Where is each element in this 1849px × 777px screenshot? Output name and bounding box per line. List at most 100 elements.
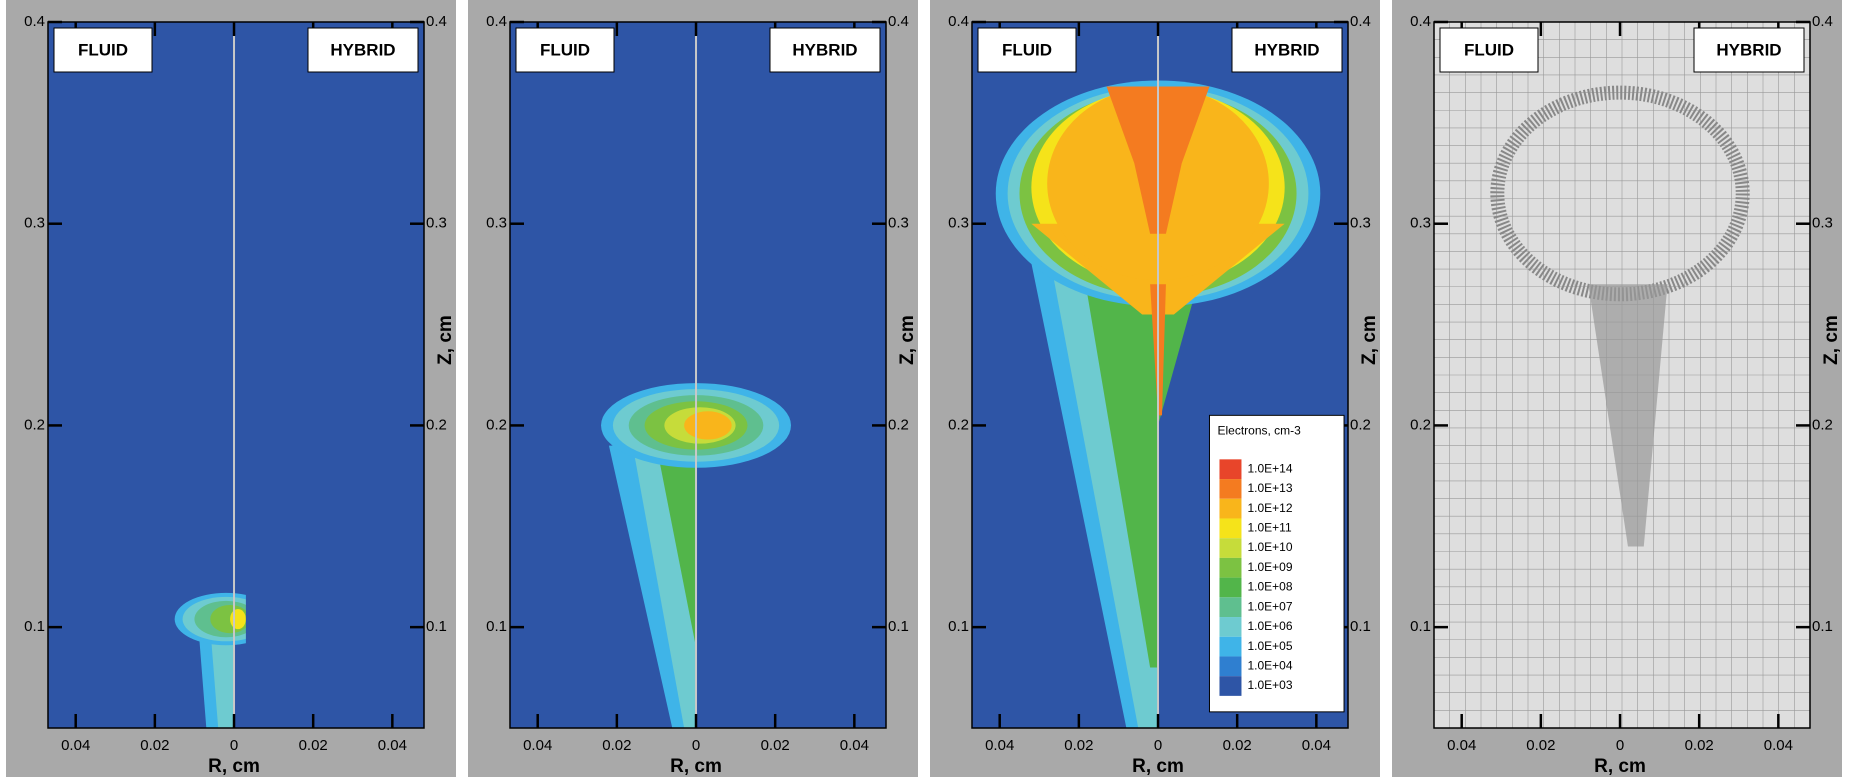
legend-swatch	[1219, 577, 1242, 598]
y-axis-label: Z, cm	[435, 315, 456, 365]
plot-border	[47, 21, 425, 729]
y-tick-label: 0.3	[24, 215, 45, 232]
label-box	[1231, 27, 1343, 73]
side-label: HYBRID	[792, 40, 857, 59]
side-label: HYBRID	[330, 40, 395, 59]
y-tick-label: 0.2	[1812, 416, 1833, 433]
label-box	[1693, 27, 1805, 73]
x-axis-label: R, cm	[1594, 756, 1646, 777]
legend-label: 1.0E+09	[1247, 560, 1292, 574]
contour-region	[656, 445, 697, 648]
x-tick-label: 0.04	[840, 737, 869, 754]
legend-label: 1.0E+07	[1247, 599, 1292, 613]
y-axis-label: Z, cm	[897, 315, 918, 365]
legend-label: 1.0E+10	[1247, 540, 1292, 554]
legend-label: 1.0E+13	[1247, 481, 1292, 495]
y-tick-label: 0.1	[24, 618, 45, 635]
legend-label: 1.0E+04	[1247, 658, 1292, 672]
x-tick-label: 0	[1154, 737, 1162, 754]
x-tick-label: 0.02	[1685, 737, 1714, 754]
label-box	[769, 27, 881, 73]
legend-label: 1.0E+03	[1247, 678, 1292, 692]
x-axis-label: R, cm	[670, 756, 722, 777]
legend-swatch	[1219, 656, 1242, 677]
y-tick-label: 0.3	[486, 215, 507, 232]
legend-label: 1.0E+05	[1247, 639, 1292, 653]
side-label: FLUID	[1002, 40, 1052, 59]
legend-swatch	[1219, 538, 1242, 558]
mesh-refinement	[1588, 284, 1668, 547]
side-label: HYBRID	[1716, 40, 1781, 59]
legend-swatch	[1219, 617, 1242, 637]
label-box	[977, 27, 1077, 73]
x-tick-label: 0.04	[1764, 737, 1793, 754]
legend-label: 1.0E+12	[1247, 501, 1292, 515]
x-tick-label: 0	[230, 737, 238, 754]
x-tick-label: 0.02	[140, 737, 169, 754]
y-tick-label: 0.4	[24, 13, 45, 30]
legend-label: 1.0E+11	[1247, 520, 1291, 534]
y-tick-label: 0.3	[1812, 215, 1833, 232]
legend-swatch	[1219, 498, 1242, 519]
label-box	[307, 27, 419, 73]
y-tick-label: 0.2	[1410, 416, 1431, 433]
plot-border	[971, 21, 1349, 729]
y-tick-label: 0.1	[948, 618, 969, 635]
y-tick-label: 0.2	[1350, 416, 1371, 433]
x-tick-label: 0.04	[1447, 737, 1476, 754]
legend-title: Electrons, cm-3	[1217, 424, 1301, 438]
y-tick-label: 0.1	[426, 618, 447, 635]
contour-region	[210, 627, 235, 728]
y-tick-label: 0.4	[426, 13, 447, 30]
label-box	[53, 27, 153, 73]
x-tick-label: 0.02	[761, 737, 790, 754]
legend-swatch	[1219, 597, 1242, 618]
x-axis-label: R, cm	[1132, 756, 1184, 777]
plot-border	[509, 21, 887, 729]
contour-region	[684, 411, 732, 440]
y-tick-label: 0.4	[888, 13, 909, 30]
y-tick-label: 0.2	[948, 416, 969, 433]
y-tick-label: 0.1	[1350, 618, 1371, 635]
side-label: FLUID	[78, 40, 128, 59]
side-label: HYBRID	[1254, 40, 1319, 59]
y-tick-label: 0.3	[888, 215, 909, 232]
legend-swatch	[1219, 479, 1242, 499]
plot-area	[510, 22, 886, 728]
label-box	[1439, 27, 1539, 73]
legend-swatch	[1219, 518, 1242, 539]
background-mask	[245, 22, 424, 728]
y-tick-label: 0.3	[948, 215, 969, 232]
legend-swatch	[1219, 636, 1242, 657]
y-tick-label: 0.3	[1410, 215, 1431, 232]
x-tick-label: 0	[692, 737, 700, 754]
y-tick-label: 0.1	[1410, 618, 1431, 635]
x-axis-label: R, cm	[208, 756, 260, 777]
y-axis-label: Z, cm	[1359, 315, 1380, 365]
x-tick-label: 0.02	[299, 737, 328, 754]
legend-label: 1.0E+14	[1247, 461, 1292, 475]
x-tick-label: 0.04	[61, 737, 90, 754]
contour-region	[1078, 243, 1198, 668]
y-tick-label: 0.2	[486, 416, 507, 433]
side-label: FLUID	[1464, 40, 1514, 59]
x-tick-label: 0.02	[1526, 737, 1555, 754]
x-tick-label: 0.02	[602, 737, 631, 754]
x-tick-label: 0.04	[378, 737, 407, 754]
contour-region	[230, 608, 246, 630]
plot-area	[1434, 22, 1810, 728]
y-axis-label: Z, cm	[1821, 315, 1842, 365]
y-tick-label: 0.2	[426, 416, 447, 433]
y-tick-label: 0.4	[1410, 13, 1431, 30]
legend-label: 1.0E+06	[1247, 619, 1292, 633]
y-tick-label: 0.4	[486, 13, 507, 30]
y-tick-label: 0.4	[1350, 13, 1371, 30]
x-tick-label: 0.02	[1064, 737, 1093, 754]
y-tick-label: 0.1	[888, 618, 909, 635]
y-tick-label: 0.3	[426, 215, 447, 232]
plot-background	[510, 22, 886, 728]
x-tick-label: 0.02	[1223, 737, 1252, 754]
legend-swatch	[1219, 676, 1242, 696]
legend-label: 1.0E+08	[1247, 580, 1292, 594]
